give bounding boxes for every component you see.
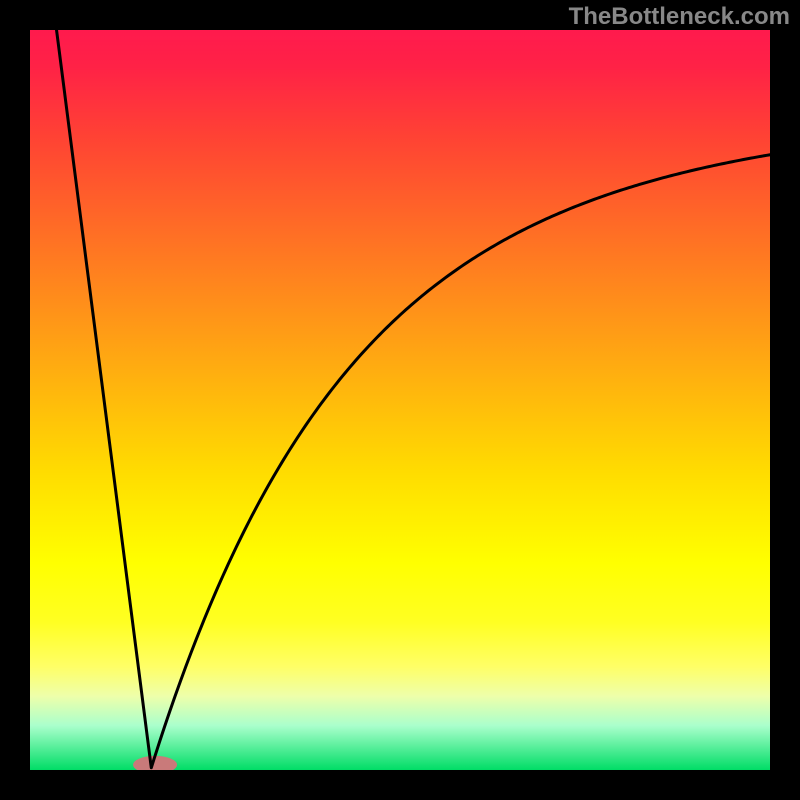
plot-background bbox=[30, 30, 788, 770]
chart-svg: TheBottleneck.com bbox=[0, 0, 800, 800]
watermark: TheBottleneck.com bbox=[569, 3, 790, 30]
bottleneck-chart: TheBottleneck.com bbox=[0, 0, 800, 800]
